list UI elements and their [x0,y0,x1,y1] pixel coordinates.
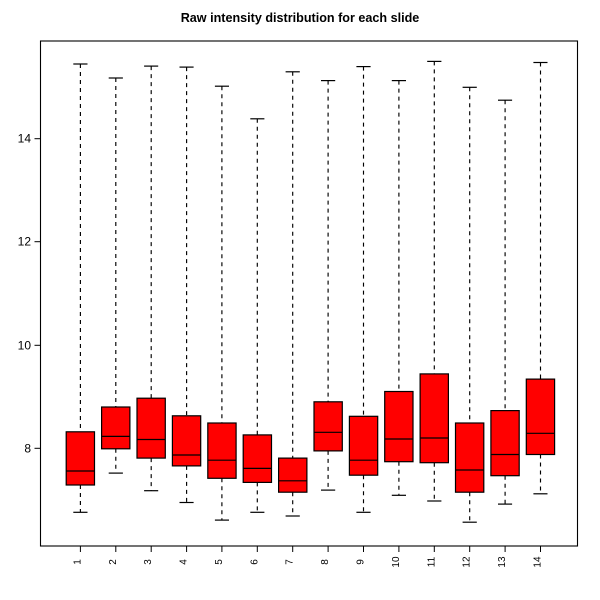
svg-text:6: 6 [249,559,260,565]
svg-text:3: 3 [143,559,154,565]
svg-text:11: 11 [426,556,437,567]
svg-text:14: 14 [533,556,544,568]
svg-text:10: 10 [391,556,402,568]
svg-text:12: 12 [462,556,473,568]
svg-text:12: 12 [18,235,32,249]
svg-text:7: 7 [285,559,296,565]
svg-text:13: 13 [497,556,508,568]
svg-text:Raw intensity distribution for: Raw intensity distribution for each slid… [181,11,420,25]
svg-text:8: 8 [24,441,31,455]
svg-text:8: 8 [320,559,331,565]
svg-text:5: 5 [214,559,225,565]
svg-text:14: 14 [18,132,32,146]
svg-text:9: 9 [356,559,367,565]
svg-text:2: 2 [108,559,119,565]
svg-text:4: 4 [179,559,190,565]
svg-text:10: 10 [18,338,32,352]
svg-text:1: 1 [72,559,83,565]
